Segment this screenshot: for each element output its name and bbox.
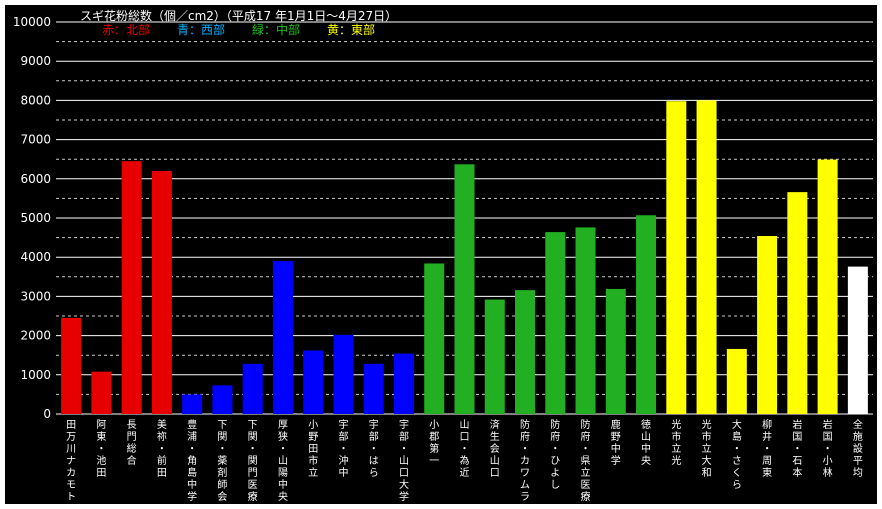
x-tick-label: 厚狭・山陽中央 xyxy=(278,419,288,503)
bar-14 xyxy=(484,299,505,414)
x-tick-label: 防府・県立医療 xyxy=(581,418,591,503)
bar-22 xyxy=(726,348,747,414)
y-tick-label: 2000 xyxy=(20,329,51,343)
bar-0 xyxy=(61,317,82,414)
x-tick-label: 山口・為近 xyxy=(460,419,470,479)
bar-3 xyxy=(151,170,172,414)
bar-6 xyxy=(242,363,263,414)
x-tick-label: 長門総合 xyxy=(127,419,137,467)
x-tick-label: 宇部・山口大学 xyxy=(399,418,409,503)
legend: 赤：北部 青：西部 緑：中部 黄：東部 xyxy=(102,22,375,37)
bar-8 xyxy=(303,350,324,414)
x-tick-label: 小郡第一 xyxy=(429,419,439,467)
legend-item-3: 黄：東部 xyxy=(327,22,375,37)
x-tick-label: 豊浦・角島中学 xyxy=(187,418,197,503)
y-tick-label: 0 xyxy=(43,407,51,421)
bar-16 xyxy=(545,232,566,414)
y-tick-label: 8000 xyxy=(20,93,51,107)
x-axis: 田万川ナカモト 阿東・池田 長門総合 美祢・前田 豊浦・角島中学 下関・薬剤師会 下関・関門… xyxy=(66,418,863,503)
bar-4 xyxy=(182,394,203,414)
bar-10 xyxy=(363,363,384,414)
x-tick-label: 宇部・はら xyxy=(369,418,379,479)
bar-1 xyxy=(91,371,112,414)
chart-svg: スギ花粉総数（個／cm2）（平成17 年1月1日〜4月27日） 赤：北部 青：西部… xyxy=(13,8,873,503)
bar-19 xyxy=(636,215,657,414)
bars xyxy=(61,100,868,415)
x-tick-label: 光市立光 xyxy=(671,418,681,467)
x-tick-label: 岩国・小林 xyxy=(823,418,833,479)
bar-9 xyxy=(333,334,354,414)
y-tick-label: 5000 xyxy=(20,211,51,225)
y-axis: 0 1000 2000 3000 4000 5000 6000 7000 8000 9000 100… xyxy=(13,15,873,421)
y-tick-label: 4000 xyxy=(20,250,51,264)
x-tick-label: 光市立大和 xyxy=(702,418,712,479)
x-tick-label: 全施設平均 xyxy=(853,418,863,479)
x-tick-label: 阿東・池田 xyxy=(96,419,106,479)
x-tick-label: 下関・関門医療 xyxy=(248,420,258,503)
y-tick-label: 6000 xyxy=(20,172,51,186)
x-tick-label: 大島・さくら xyxy=(732,418,742,491)
x-tick-label: 鹿野中学 xyxy=(611,418,621,467)
bar-26 xyxy=(847,266,868,414)
bar-17 xyxy=(575,227,596,414)
bar-15 xyxy=(515,290,536,414)
x-tick-label: 徳山中央 xyxy=(641,418,651,467)
bar-2 xyxy=(121,161,142,414)
bar-21 xyxy=(696,100,717,415)
bar-5 xyxy=(212,385,233,414)
chart-frame: スギ花粉総数（個／cm2）（平成17 年1月1日〜4月27日） 赤：北部 青：西部… xyxy=(5,5,877,504)
x-tick-label: 田万川ナカモト xyxy=(66,420,76,503)
bar-18 xyxy=(605,288,626,414)
legend-item-1: 青：西部 xyxy=(177,22,225,37)
x-tick-label: 防府・ひよし xyxy=(550,418,560,491)
bar-23 xyxy=(757,236,778,414)
x-tick-label: 宇部・沖中 xyxy=(338,418,348,479)
x-tick-label: 柳井・周東 xyxy=(762,418,772,479)
x-tick-label: 済生会山口 xyxy=(490,418,500,479)
bar-25 xyxy=(817,159,838,414)
y-tick-label: 3000 xyxy=(20,289,51,303)
y-tick-label: 10000 xyxy=(13,15,51,29)
x-tick-label: 美祢・前田 xyxy=(157,418,167,479)
bar-13 xyxy=(454,164,475,414)
y-tick-label: 7000 xyxy=(20,133,51,147)
bar-24 xyxy=(787,192,808,414)
y-tick-label: 1000 xyxy=(20,368,51,382)
y-tick-label: 9000 xyxy=(20,54,51,68)
x-tick-label: 小野田市立 xyxy=(308,419,318,479)
bar-12 xyxy=(424,263,445,414)
bar-20 xyxy=(666,101,687,415)
bar-7 xyxy=(272,261,293,414)
x-tick-label: 岩国・石本 xyxy=(792,418,802,479)
x-tick-label: 下関・薬剤師会 xyxy=(217,420,227,503)
chart-title: スギ花粉総数（個／cm2）（平成17 年1月1日〜4月27日） xyxy=(80,8,397,23)
legend-item-0: 赤：北部 xyxy=(102,22,150,37)
x-tick-label: 防府・カワムラ xyxy=(520,418,530,503)
legend-item-2: 緑：中部 xyxy=(252,22,300,37)
bar-11 xyxy=(393,353,414,414)
